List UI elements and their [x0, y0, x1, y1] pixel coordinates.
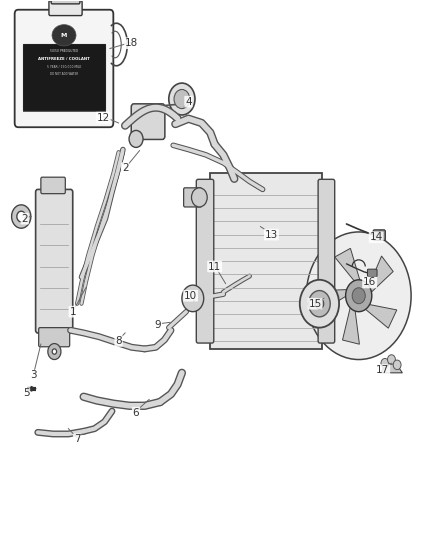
Circle shape: [352, 288, 365, 304]
Circle shape: [174, 90, 190, 109]
FancyBboxPatch shape: [51, 0, 80, 4]
Circle shape: [129, 131, 143, 148]
Text: 2: 2: [21, 214, 28, 224]
FancyBboxPatch shape: [49, 1, 82, 15]
FancyBboxPatch shape: [210, 173, 321, 349]
Polygon shape: [343, 306, 360, 344]
Text: 4: 4: [185, 96, 192, 107]
Polygon shape: [364, 304, 397, 328]
Text: DO NOT ADD WATER: DO NOT ADD WATER: [50, 72, 78, 76]
FancyBboxPatch shape: [367, 269, 377, 277]
Ellipse shape: [52, 25, 76, 46]
Bar: [23, 44, 105, 110]
Circle shape: [309, 290, 330, 317]
Text: 50/50 PREDILUTED: 50/50 PREDILUTED: [50, 49, 78, 53]
Circle shape: [393, 360, 401, 369]
FancyBboxPatch shape: [14, 10, 113, 127]
Circle shape: [191, 188, 207, 207]
Wedge shape: [12, 205, 31, 228]
Text: 15: 15: [308, 298, 321, 309]
Text: 6: 6: [133, 408, 139, 418]
Text: 14: 14: [370, 232, 383, 243]
Polygon shape: [368, 256, 393, 293]
Text: 18: 18: [125, 38, 138, 48]
Wedge shape: [48, 344, 61, 360]
Text: ANTIFREEZE / COOLANT: ANTIFREEZE / COOLANT: [38, 57, 90, 61]
FancyBboxPatch shape: [131, 104, 165, 140]
Circle shape: [388, 355, 396, 365]
FancyBboxPatch shape: [41, 177, 65, 193]
Circle shape: [300, 280, 339, 328]
Polygon shape: [381, 357, 403, 373]
Circle shape: [169, 83, 195, 115]
FancyBboxPatch shape: [373, 230, 385, 240]
Polygon shape: [319, 289, 348, 311]
Circle shape: [315, 298, 324, 309]
Text: 2: 2: [122, 163, 128, 173]
Circle shape: [381, 359, 389, 368]
Text: 5 YEAR / 150,000 MILE: 5 YEAR / 150,000 MILE: [47, 65, 81, 69]
Circle shape: [306, 232, 411, 360]
Text: 5: 5: [23, 388, 29, 398]
Text: 12: 12: [97, 112, 110, 123]
Text: 17: 17: [376, 365, 389, 375]
FancyBboxPatch shape: [184, 188, 201, 207]
FancyBboxPatch shape: [196, 179, 214, 343]
Polygon shape: [335, 248, 360, 282]
Text: 7: 7: [74, 434, 81, 445]
FancyBboxPatch shape: [39, 328, 70, 347]
FancyBboxPatch shape: [35, 189, 73, 333]
Text: 9: 9: [155, 320, 161, 330]
Text: 3: 3: [30, 370, 37, 381]
Text: 11: 11: [208, 262, 221, 271]
Text: 13: 13: [265, 230, 278, 240]
Circle shape: [182, 285, 204, 312]
FancyBboxPatch shape: [318, 179, 335, 343]
Text: 16: 16: [363, 278, 376, 287]
Text: 1: 1: [69, 306, 76, 317]
Text: 8: 8: [115, 336, 122, 346]
Text: M: M: [61, 33, 67, 38]
Circle shape: [346, 280, 372, 312]
Text: 10: 10: [184, 290, 197, 301]
